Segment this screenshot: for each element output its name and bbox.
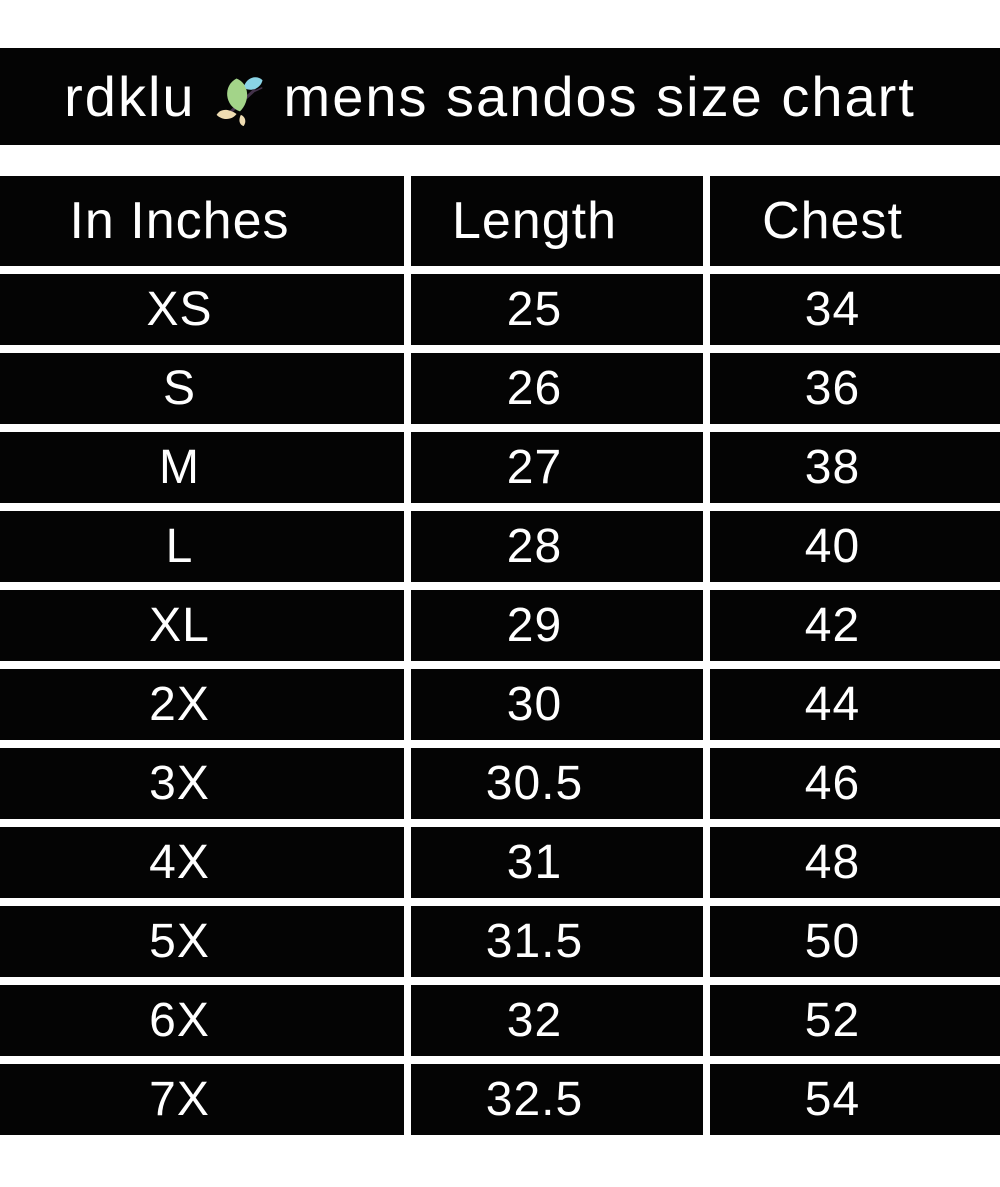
title-text: mens sandos size chart: [283, 65, 916, 128]
chest-cell: 54: [710, 1064, 1000, 1135]
size-cell: M: [0, 432, 404, 503]
chest-cell: 40: [710, 511, 1000, 582]
size-cell: 6X: [0, 985, 404, 1056]
chest-cell: 38: [710, 432, 1000, 503]
size-cell: S: [0, 353, 404, 424]
size-cell: XL: [0, 590, 404, 661]
length-cell: 28: [411, 511, 703, 582]
length-cell: 30: [411, 669, 703, 740]
size-cell: L: [0, 511, 404, 582]
size-cell: 7X: [0, 1064, 404, 1135]
chest-cell: 46: [710, 748, 1000, 819]
butterfly-upper-wing: [226, 77, 247, 111]
length-cell: 27: [411, 432, 703, 503]
butterfly-icon: [214, 75, 266, 127]
length-cell: 30.5: [411, 748, 703, 819]
brand-title-bar: rdklu mens sandos size chart: [0, 48, 1000, 145]
chest-cell: 36: [710, 353, 1000, 424]
header-cell-chest: Chest: [710, 176, 1000, 266]
header-cell-in-inches: In Inches: [0, 176, 404, 266]
size-cell: 5X: [0, 906, 404, 977]
size-cell: XS: [0, 274, 404, 345]
length-cell: 32.5: [411, 1064, 703, 1135]
chest-cell: 34: [710, 274, 1000, 345]
size-cell: 2X: [0, 669, 404, 740]
butterfly-cyan-wing: [243, 76, 263, 90]
butterfly-tail-wing: [238, 114, 245, 126]
length-cell: 31: [411, 827, 703, 898]
chest-cell: 44: [710, 669, 1000, 740]
length-cell: 26: [411, 353, 703, 424]
butterfly-lower-wing: [216, 109, 237, 119]
length-cell: 32: [411, 985, 703, 1056]
chest-cell: 42: [710, 590, 1000, 661]
length-cell: 25: [411, 274, 703, 345]
size-chart-table: In Inches Length Chest XS 25 34 S 26 36 …: [0, 176, 1000, 1135]
chest-cell: 48: [710, 827, 1000, 898]
length-cell: 29: [411, 590, 703, 661]
chest-cell: 52: [710, 985, 1000, 1056]
length-cell: 31.5: [411, 906, 703, 977]
size-cell: 3X: [0, 748, 404, 819]
size-cell: 4X: [0, 827, 404, 898]
header-cell-length: Length: [411, 176, 703, 266]
chest-cell: 50: [710, 906, 1000, 977]
brand-name: rdklu: [64, 65, 196, 128]
